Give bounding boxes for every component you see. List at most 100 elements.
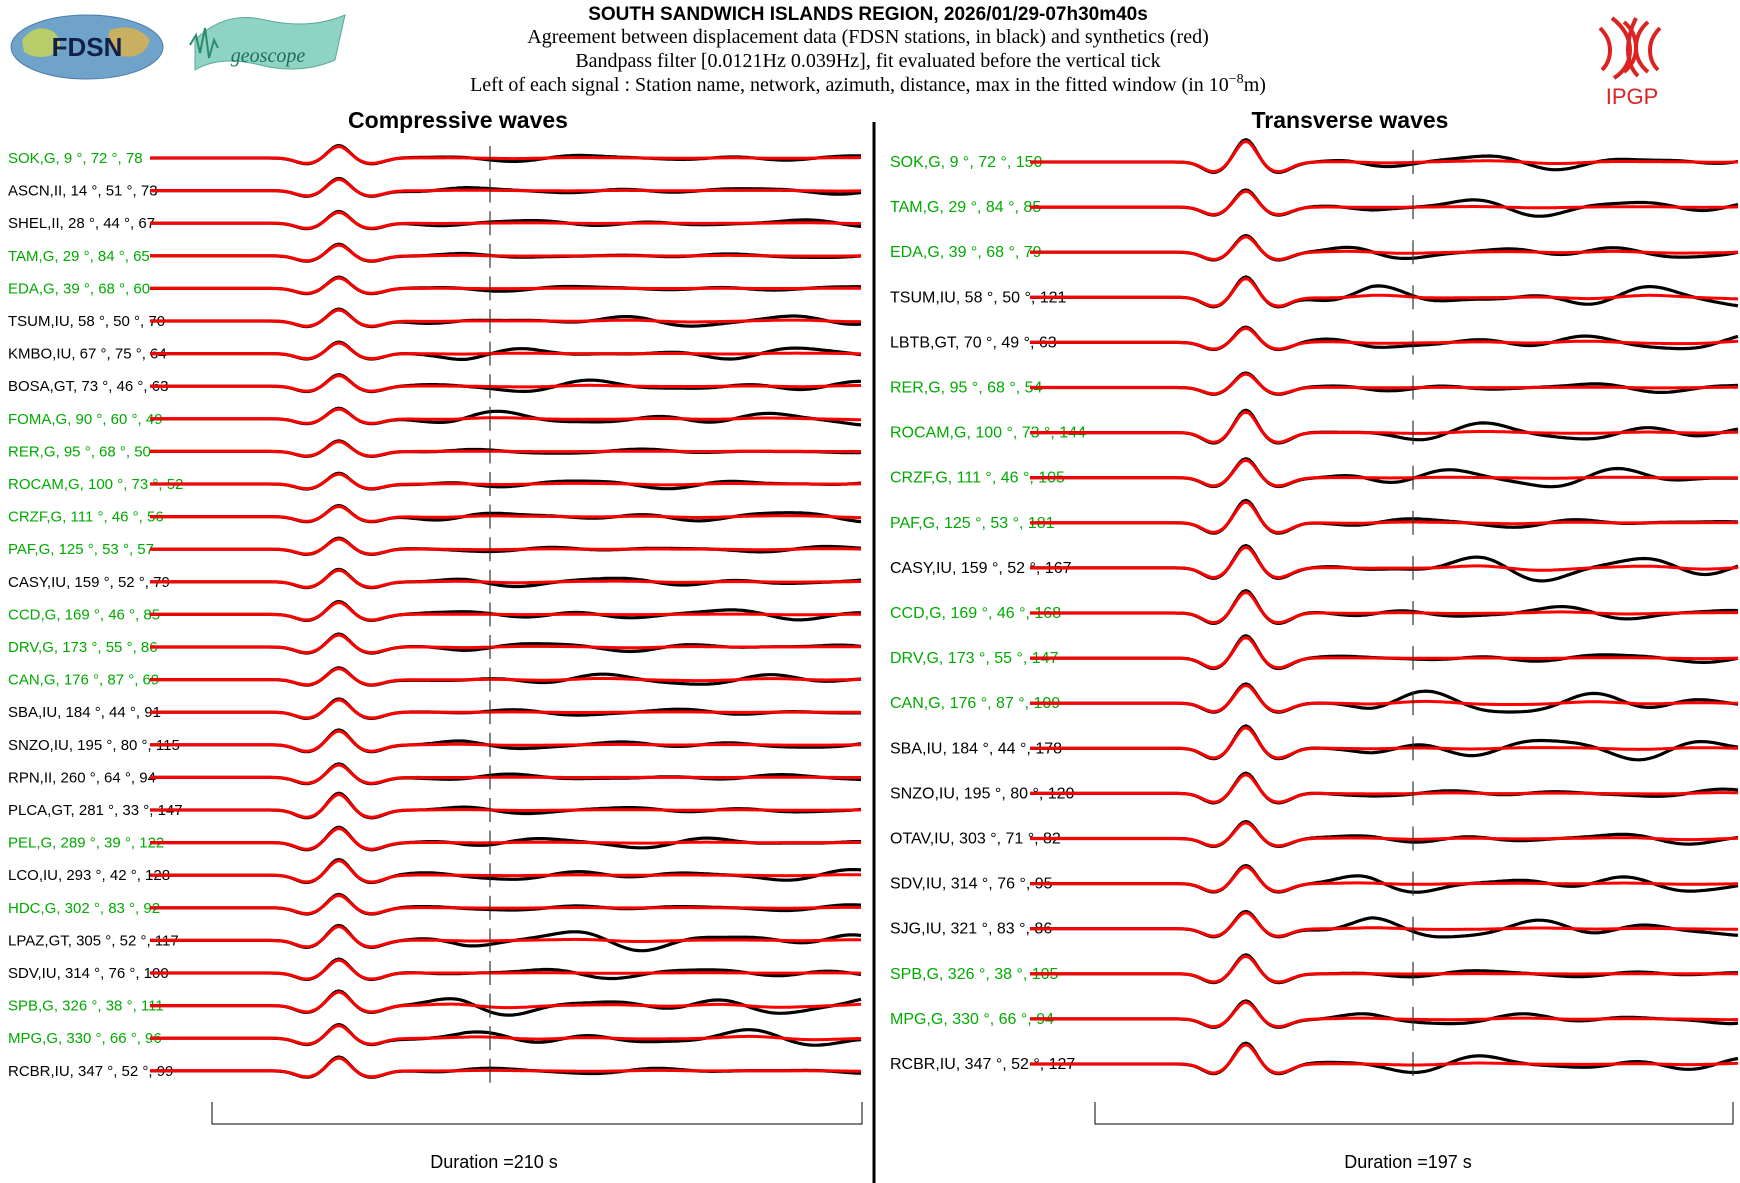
station-label: RCBR,IU, 347 °, 52 °, 99 — [8, 1063, 173, 1080]
ipgp-logo-text: IPGP — [1606, 84, 1659, 109]
station-label: BOSA,GT, 73 °, 46 °, 63 — [8, 378, 168, 395]
synthetic-trace — [1030, 954, 1738, 984]
synthetic-trace — [150, 894, 861, 915]
synthetic-trace — [150, 472, 862, 491]
station-label: CASY,IU, 159 °, 52 °, 79 — [8, 574, 170, 591]
station-row-ccd: CCD,G, 169 °, 46 °, 85 — [8, 599, 862, 627]
station-label: SDV,IU, 314 °, 76 °, 100 — [8, 965, 169, 982]
synthetic-trace — [150, 374, 861, 393]
station-label: CRZF,G, 111 °, 46 °, 105 — [890, 470, 1065, 487]
station-row-hdc: HDC,G, 302 °, 83 °, 92 — [8, 892, 862, 920]
transverse-duration-label: Duration =197 s — [1344, 1152, 1472, 1172]
data-trace — [150, 825, 861, 852]
geoscope-logo-text: geoscope — [231, 45, 306, 67]
data-trace — [1030, 371, 1739, 396]
station-row-tsum: TSUM,IU, 58 °, 50 °, 70 — [8, 307, 862, 333]
station-row-pel: PEL,G, 289 °, 39 °, 122 — [8, 825, 861, 855]
synthetic-trace — [150, 667, 861, 687]
fdsn-logo-text: FDSN — [52, 32, 123, 62]
data-trace — [1030, 188, 1739, 218]
data-trace — [150, 567, 862, 590]
data-trace — [150, 471, 862, 491]
subtitle-line-2: Bandpass filter [0.0121Hz 0.039Hz], fit … — [575, 50, 1160, 72]
station-row-lbtb: LBTB,GT, 70 °, 49 °, 63 — [890, 325, 1739, 355]
station-row-can: CAN,G, 176 °, 87 °, 69 — [8, 666, 862, 692]
station-row-lpaz: LPAZ,GT, 305 °, 52 °, 117 — [8, 923, 862, 953]
data-trace — [150, 728, 862, 754]
station-label: SPB,G, 326 °, 38 °, 111 — [8, 998, 164, 1015]
data-trace — [150, 957, 862, 982]
synthetic-trace — [150, 440, 861, 458]
synthetic-trace — [150, 243, 862, 263]
station-row-snzo: SNZO,IU, 195 °, 80 °, 115 — [8, 728, 862, 757]
data-trace — [1030, 682, 1739, 714]
synthetic-trace — [150, 729, 861, 753]
station-row-drv: DRV,G, 173 °, 55 °, 147 — [890, 634, 1739, 671]
station-label: RCBR,IU, 347 °, 52 °, 127 — [890, 1056, 1075, 1073]
station-row-rer: RER,G, 95 °, 68 °, 54 — [890, 371, 1739, 400]
synthetic-trace — [150, 763, 861, 785]
synthetic-trace — [150, 341, 861, 361]
data-trace — [150, 504, 862, 524]
station-label: CASY,IU, 159 °, 52 °, 167 — [890, 560, 1072, 577]
synthetic-trace — [1030, 326, 1739, 351]
station-row-snzo: SNZO,IU, 195 °, 80 °, 120 — [890, 771, 1739, 806]
station-label: MPG,G, 330 °, 66 °, 96 — [8, 1030, 162, 1047]
data-trace — [1030, 771, 1739, 805]
station-row-ccd: CCD,G, 169 °, 46 °, 168 — [890, 588, 1739, 626]
synthetic-trace — [150, 827, 861, 851]
synthetic-trace — [1030, 500, 1739, 534]
station-row-sdv: SDV,IU, 314 °, 76 °, 100 — [8, 957, 862, 985]
data-trace — [1030, 863, 1739, 894]
data-trace — [150, 275, 861, 296]
data-trace — [150, 143, 861, 166]
synthetic-trace — [150, 308, 861, 328]
station-label: CRZF,G, 111 °, 46 °, 56 — [8, 509, 164, 526]
station-label: CCD,G, 169 °, 46 °, 168 — [890, 605, 1061, 622]
station-row-rcbr: RCBR,IU, 347 °, 52 °, 127 — [890, 1041, 1739, 1076]
station-row-plca: PLCA,GT, 281 °, 33 °, 147 — [8, 791, 862, 822]
station-label: TSUM,IU, 58 °, 50 °, 121 — [890, 289, 1067, 306]
synthetic-trace — [1030, 545, 1739, 579]
station-row-rpn: RPN,II, 260 °, 64 °, 94 — [8, 762, 862, 790]
data-trace — [1030, 498, 1739, 535]
synthetic-trace — [1030, 865, 1738, 893]
station-label: SOK,G, 9 °, 72 °, 78 — [8, 150, 143, 167]
synthetic-trace — [150, 1024, 861, 1046]
station-row-can: CAN,G, 176 °, 87 °, 109 — [890, 682, 1739, 716]
station-label: OTAV,IU, 303 °, 71 °, 82 — [890, 831, 1061, 848]
geoscope-wave-icon — [189, 27, 219, 59]
synthetic-trace — [1030, 773, 1739, 804]
station-row-spb: SPB,G, 326 °, 38 °, 111 — [8, 989, 862, 1018]
synthetic-trace — [1030, 458, 1738, 488]
synthetic-trace — [150, 276, 861, 295]
subtitle-line-3-suffix: m) — [1244, 74, 1266, 96]
synthetic-trace — [150, 990, 862, 1014]
station-row-eda: EDA,G, 39 °, 68 °, 79 — [890, 233, 1739, 265]
data-trace — [150, 762, 862, 786]
data-trace — [1030, 724, 1739, 762]
station-label: RPN,II, 260 °, 64 °, 94 — [8, 769, 156, 786]
station-label: PAF,G, 125 °, 53 °, 181 — [890, 515, 1055, 532]
station-label: TAM,G, 29 °, 84 °, 85 — [890, 199, 1041, 216]
synthetic-trace — [1030, 1043, 1739, 1075]
station-row-rer: RER,G, 95 °, 68 °, 50 — [8, 439, 862, 464]
station-row-drv: DRV,G, 173 °, 55 °, 86 — [8, 632, 862, 659]
compressive-duration-label: Duration =210 s — [430, 1152, 558, 1172]
station-label: SBA,IU, 184 °, 44 °, 178 — [890, 740, 1062, 757]
fdsn-continent-shape — [22, 28, 61, 57]
transverse-panel: SOK,G, 9 °, 72 °, 150 TAM,G, 29 °, 84 °, … — [890, 138, 1739, 1076]
station-label: HDC,G, 302 °, 83 °, 92 — [8, 900, 160, 917]
station-row-otav: OTAV,IU, 303 °, 71 °, 82 — [890, 819, 1739, 851]
station-label: ROCAM,G, 100 °, 73 °, 52 — [8, 476, 183, 493]
data-trace — [150, 1022, 862, 1047]
data-trace — [150, 536, 862, 557]
synthetic-trace — [150, 601, 861, 622]
ipgp-logo: IPGP — [1598, 16, 1662, 109]
station-label: CAN,G, 176 °, 87 °, 109 — [890, 695, 1060, 712]
transverse-duration-bracket — [1094, 1102, 1734, 1125]
station-row-bosa: BOSA,GT, 73 °, 46 °, 63 — [8, 373, 862, 399]
data-trace — [150, 307, 862, 329]
station-label: PAF,G, 125 °, 53 °, 57 — [8, 541, 154, 558]
figure-title: SOUTH SANDWICH ISLANDS REGION, 2026/01/2… — [588, 4, 1148, 25]
